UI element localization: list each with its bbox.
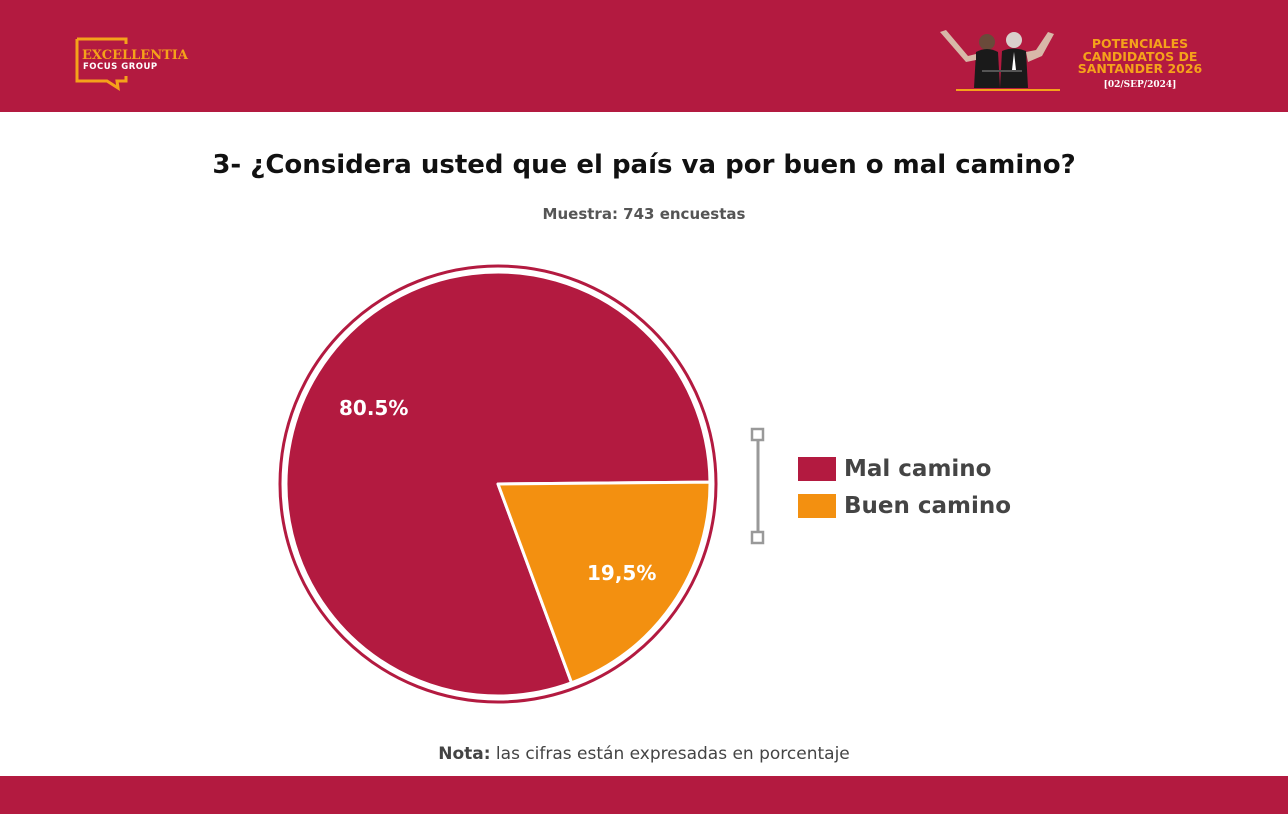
- legend-swatch-buen-camino: [798, 493, 836, 518]
- data-label-mal-camino: 80.5%: [339, 396, 409, 420]
- logo-text-focus-group: FOCUS GROUP: [83, 62, 158, 72]
- pie-chart: [278, 264, 718, 704]
- report-title-line: CANDIDATOS DE: [1082, 48, 1198, 64]
- candidates-photo: [940, 30, 1060, 91]
- top-banner: [0, 0, 1288, 112]
- chart-subtitle: Muestra: 743 encuestas: [542, 205, 746, 223]
- legend-label: Mal camino: [844, 455, 992, 482]
- logo-text-excellentia: EXCELLENTIA: [82, 48, 188, 63]
- report-title: POTENCIALES CANDIDATOS DE SANTANDER 2026: [1058, 36, 1222, 76]
- legend-item-mal-camino: Mal camino: [798, 450, 1011, 487]
- footnote: Nota: las cifras están expresadas en por…: [0, 744, 1288, 764]
- pie-slice-buen-camino: [496, 480, 712, 685]
- legend: Mal camino Buen camino: [798, 450, 1011, 524]
- report-date: [02/SEP/2024]: [1103, 80, 1177, 90]
- note-text: las cifras están expresadas en porcentaj…: [490, 744, 850, 764]
- data-label-buen-camino: 19,5%: [587, 561, 657, 585]
- bottom-banner: [0, 776, 1288, 814]
- legend-scroll-handle: [750, 427, 765, 545]
- legend-swatch-mal-camino: [798, 456, 836, 481]
- chart-title: 3- ¿Considera usted que el país va por b…: [212, 150, 1076, 180]
- note-label: Nota:: [438, 744, 491, 764]
- pie-outer-ring: [278, 264, 718, 704]
- excellentia-logo: EXCELLENTIA FOCUS GROUP: [74, 36, 188, 92]
- legend-label: Buen camino: [844, 492, 1012, 519]
- speech-bubble-icon: [75, 37, 128, 92]
- report-title-line: SANTANDER 2026: [1077, 61, 1203, 76]
- report-title-line: POTENCIALES: [1091, 36, 1189, 51]
- legend-item-buen-camino: Buen camino: [798, 487, 1011, 524]
